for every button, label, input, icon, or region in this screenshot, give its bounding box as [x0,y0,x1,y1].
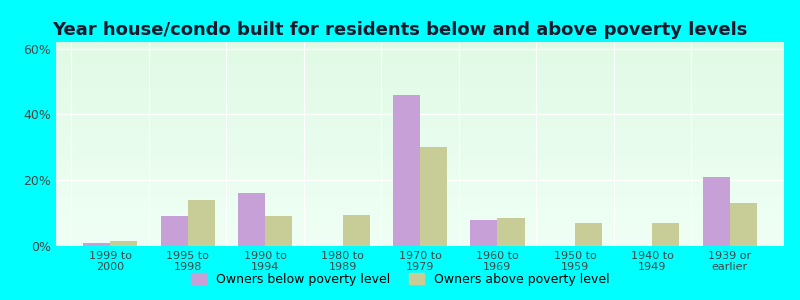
Bar [161,216,188,246]
Bar [730,203,757,246]
Text: Year house/condo built for residents below and above poverty levels: Year house/condo built for residents bel… [52,21,748,39]
Legend: Owners below poverty level, Owners above poverty level: Owners below poverty level, Owners above… [186,268,614,291]
Bar [265,216,292,246]
Bar [110,241,138,246]
Bar [83,243,110,246]
Bar [238,194,265,246]
Bar [393,94,420,246]
Bar [342,215,370,246]
Bar [702,177,730,246]
Bar [470,220,498,246]
Bar [652,223,679,246]
Bar [498,218,525,246]
Bar [188,200,214,246]
Bar [420,147,447,246]
Bar [575,223,602,246]
